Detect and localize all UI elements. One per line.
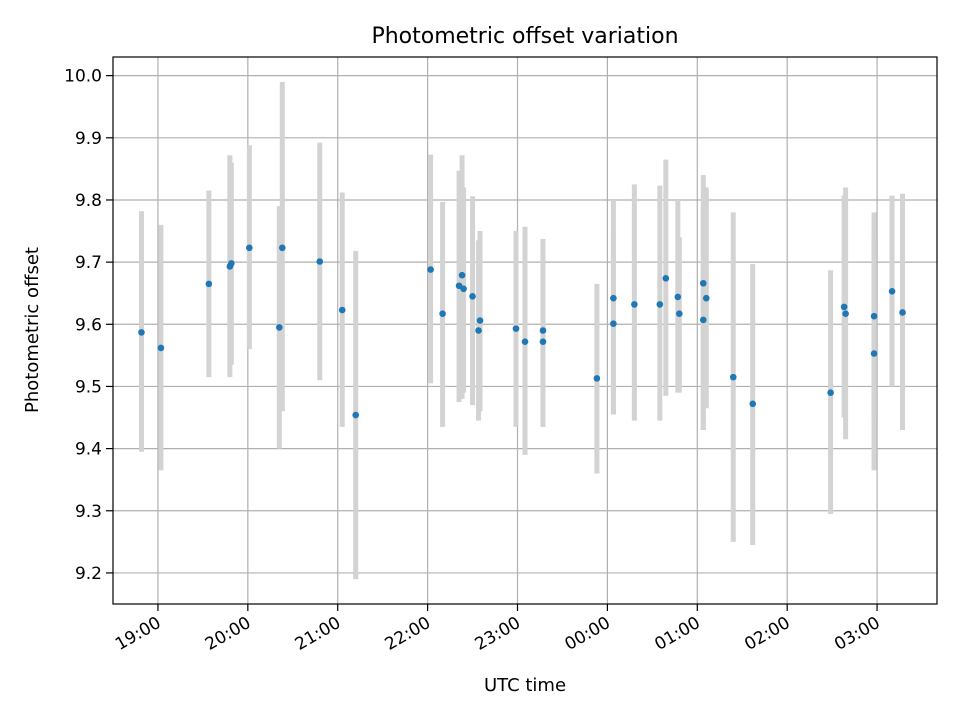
data-point [870,312,878,320]
x-tick-label: 20:00 [202,613,254,655]
data-point [729,373,737,381]
data-point [427,266,434,273]
data-point [469,293,476,300]
data-point [888,288,896,295]
data-point [228,260,235,267]
x-tick-label: 19:00 [112,613,164,655]
y-tick-label: 10.0 [64,67,102,87]
data-point [352,411,360,419]
data-point [674,293,682,301]
x-tick-label: 21:00 [292,613,344,655]
chart-title: Photometric offset variation [371,24,678,49]
data-point [631,301,638,308]
y-tick-label: 9.9 [75,129,102,149]
data-point [702,294,710,302]
x-tick-label: 22:00 [382,613,434,655]
error-bars [138,81,906,580]
data-points [138,244,906,419]
data-point [539,338,547,345]
x-axis-label: UTC time [484,675,566,696]
data-point [610,294,617,302]
data-point [662,274,670,282]
x-tick-label: 03:00 [831,613,883,655]
data-point [275,324,283,331]
data-point [338,306,346,314]
data-point [476,317,484,324]
x-tick-label: 23:00 [472,613,524,655]
y-axis-label: Photometric offset [22,247,43,413]
data-point [460,285,467,293]
data-point [138,329,145,336]
data-point [840,303,848,311]
data-point [827,389,834,396]
data-point [439,310,446,318]
data-point [593,375,601,382]
data-point [157,344,165,352]
data-point [699,316,707,324]
data-point [205,280,213,288]
y-tick-label: 9.5 [75,377,102,397]
data-point [656,301,664,308]
x-tick-label: 00:00 [561,613,613,655]
data-point [870,350,878,357]
data-point [458,271,466,279]
data-point [676,310,683,318]
data-point [610,320,617,327]
data-point [699,279,707,287]
data-point [749,400,757,408]
data-point [842,310,849,318]
data-point [316,258,324,265]
y-tick-label: 9.8 [75,191,102,211]
y-tick-label: 9.4 [75,440,102,460]
data-point [899,309,906,316]
y-tick-label: 9.7 [75,253,102,273]
x-tick-label: 02:00 [741,613,793,655]
data-point [278,244,286,252]
y-tick-label: 9.2 [75,564,102,584]
y-tick-label: 9.6 [75,315,102,335]
x-tick-label: 01:00 [651,613,703,655]
y-tick-label: 9.3 [75,502,102,522]
plot-frame [112,56,938,605]
data-point [475,327,482,334]
data-point [539,327,547,334]
data-point [246,244,253,252]
data-point [521,338,529,345]
data-point [512,325,520,332]
